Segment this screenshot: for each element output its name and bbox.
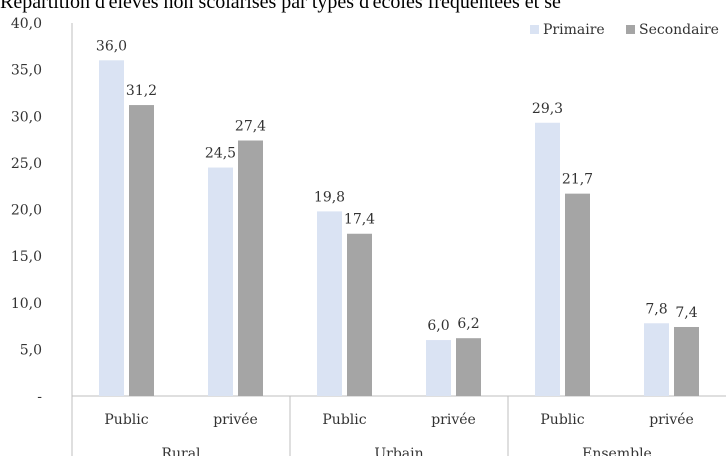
bar-value-label: 36,0 [96, 38, 127, 54]
bars: 36,0 31,2 24,5 27,4 19,8 17,4 6,0 6,2 29,3 21,7 7,… [96, 38, 699, 397]
bar-primaire [99, 60, 124, 397]
y-tick-label: 25,0 [11, 156, 42, 172]
bar-secondaire [456, 338, 481, 396]
bar-value-label: 17,4 [344, 212, 375, 228]
y-tick-label: - [37, 389, 42, 405]
chart-frame [71, 23, 726, 456]
y-tick-label: 40,0 [11, 16, 42, 32]
bar-primaire [535, 122, 560, 396]
bar-value-label: 29,3 [532, 101, 563, 117]
y-axis: - 5,0 10,0 15,0 20,0 25,0 30,0 35,0 40,0 [11, 16, 42, 405]
bar-value-label: 19,8 [314, 189, 345, 205]
x-axis: Public privée Public privée Public privée Rura… [104, 396, 694, 456]
chart-title: Répartition d'élèves non scolarisés par … [0, 0, 561, 13]
y-tick-label: 20,0 [11, 203, 42, 219]
bar-secondaire [674, 326, 699, 396]
bar-secondaire [238, 140, 263, 396]
y-tick-label: 30,0 [11, 109, 42, 125]
legend-label: Primaire [543, 22, 605, 38]
legend-swatch-primaire [530, 25, 539, 34]
bar-value-label: 6,0 [427, 318, 449, 334]
legend-swatch-secondaire [626, 25, 635, 34]
x-category-label: Public [540, 412, 584, 428]
y-tick-label: 10,0 [11, 296, 42, 312]
x-group-label: Urbain [374, 446, 423, 456]
bar-primaire [208, 167, 233, 396]
bar-secondaire [565, 193, 590, 396]
bar-value-label: 27,4 [235, 118, 266, 134]
y-tick-label: 15,0 [11, 249, 42, 265]
bar-value-label: 31,2 [126, 83, 157, 99]
bar-value-label: 24,5 [205, 146, 236, 162]
bar-primaire [426, 340, 451, 396]
legend-label: Secondaire [639, 22, 719, 38]
bar-value-label: 21,7 [562, 172, 593, 188]
y-tick-label: 5,0 [20, 342, 42, 358]
x-category-label: privée [649, 412, 694, 428]
bar-value-label: 6,2 [457, 316, 479, 332]
bar-value-label: 7,8 [645, 301, 667, 317]
bar-value-label: 7,4 [675, 305, 697, 321]
bar-primaire [317, 211, 342, 396]
y-tick-label: 35,0 [11, 63, 42, 79]
bar-primaire [644, 323, 669, 396]
x-group-label: Rural [161, 446, 201, 456]
x-category-label: Public [104, 412, 148, 428]
bar-secondaire [347, 233, 372, 396]
x-category-label: privée [213, 412, 258, 428]
bar-secondaire [129, 105, 154, 396]
x-group-label: Ensemble [582, 446, 652, 456]
x-category-label: Public [322, 412, 366, 428]
x-category-label: privée [431, 412, 476, 428]
legend: Primaire Secondaire [530, 22, 719, 38]
